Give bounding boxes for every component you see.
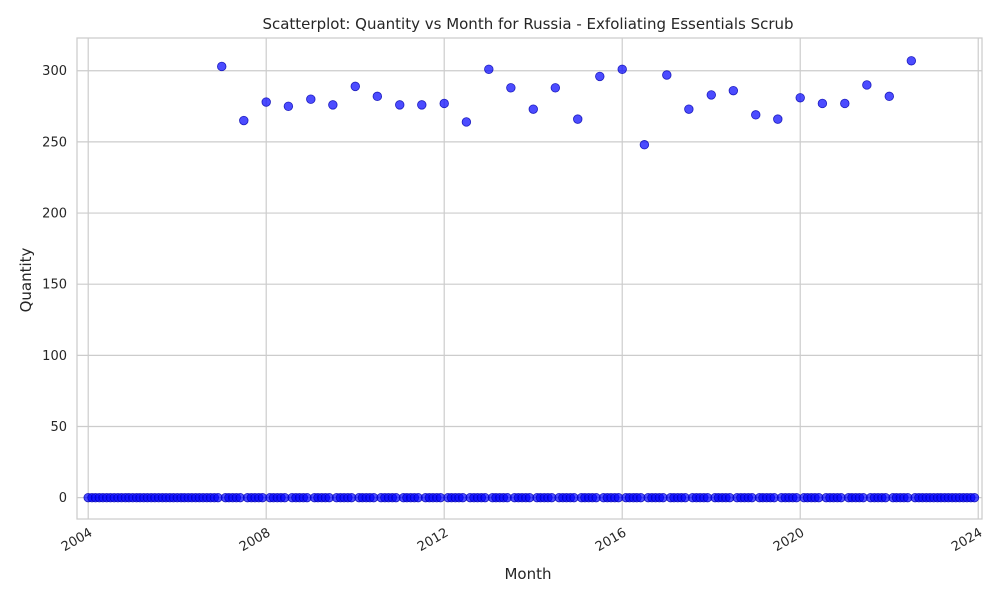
data-point <box>884 91 894 102</box>
y-tick-label: 50 <box>50 420 67 435</box>
data-point <box>773 114 783 124</box>
data-point <box>862 80 872 90</box>
data-point <box>328 100 338 110</box>
data-point <box>217 61 227 72</box>
points-layer <box>83 56 980 503</box>
data-point <box>573 114 583 124</box>
data-point <box>239 115 249 126</box>
data-point <box>840 98 850 109</box>
data-point <box>751 110 761 120</box>
plot-frame <box>76 37 983 520</box>
data-point <box>662 70 672 80</box>
chart-title: Scatterplot: Quantity vs Month for Russi… <box>262 15 793 33</box>
data-point <box>595 71 605 82</box>
data-point <box>528 104 538 114</box>
data-point <box>728 85 739 96</box>
data-point <box>684 104 694 114</box>
data-point <box>306 94 316 104</box>
y-tick-label: 0 <box>59 491 67 506</box>
data-point <box>350 81 360 92</box>
data-point <box>795 93 805 103</box>
y-axis-title: Quantity <box>17 247 35 312</box>
data-point <box>484 64 494 75</box>
y-tick-label: 100 <box>42 349 67 364</box>
data-point <box>969 492 980 503</box>
data-point <box>461 117 472 127</box>
data-point <box>639 140 650 150</box>
data-point <box>906 56 917 66</box>
data-point <box>817 98 828 109</box>
data-point <box>506 83 516 93</box>
data-point <box>617 64 627 75</box>
data-point <box>283 101 294 112</box>
y-tick-label: 250 <box>42 135 67 150</box>
grid-layer <box>77 38 982 519</box>
y-tick-label: 300 <box>42 64 67 79</box>
data-point <box>261 97 271 107</box>
data-point <box>372 91 383 102</box>
y-tick-label: 200 <box>42 207 67 222</box>
data-point <box>395 100 405 110</box>
data-point <box>417 100 427 110</box>
y-tick-label: 150 <box>42 278 67 293</box>
data-point <box>439 98 449 109</box>
x-axis-title: Month <box>504 565 551 583</box>
data-point <box>706 90 716 100</box>
data-point <box>550 83 561 93</box>
